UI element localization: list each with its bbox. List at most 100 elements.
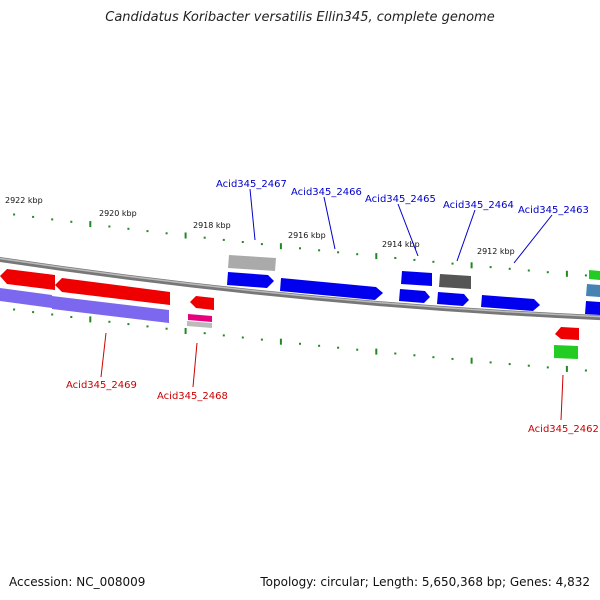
genome-summary-text: Topology: circular; Length: 5,650,368 bp… [260,575,590,589]
inner-ring-tick [70,316,73,318]
scale-label-2916: 2916 kbp [288,231,326,240]
gene-feature-pink-1[interactable] [188,314,212,322]
inner-ring-tick [546,366,549,369]
forward-strand-genes [227,255,600,315]
inner-ring-tick [489,361,492,364]
callout-2467 [249,188,256,241]
outer-ring-tick [89,221,92,228]
gene-label-2462[interactable]: Acid345_2462 [528,424,599,435]
outer-ring-tick [337,251,340,254]
gene-feature-red-4[interactable] [555,327,579,340]
outer-ring-tick [432,260,435,263]
inner-ring-tick [470,357,473,364]
gene-label-2467[interactable]: Acid345_2467 [216,179,287,190]
outer-ring-tick [546,271,549,274]
outer-ring-tick [222,238,225,241]
gene-label-2464[interactable]: Acid345_2464 [443,200,514,211]
label-callouts [100,188,564,421]
outer-ring-tick [375,253,378,260]
gene-feature-blue-1[interactable] [227,272,274,288]
gene-label-2469[interactable]: Acid345_2469 [66,380,137,391]
gene-feature-purple-2[interactable] [52,296,169,323]
outer-ring-tick [356,253,359,256]
outer-ring-tick [108,225,111,228]
inner-ring-tick [394,352,397,355]
map-title: Candidatus Koribacter versatilis Ellin34… [105,10,495,25]
inner-ring-tick [13,308,16,311]
outer-ring-tick [394,257,397,259]
inner-ring-tick [318,344,321,347]
outer-ring-tick [279,243,282,250]
gene-feature-blue-5[interactable] [437,292,469,306]
scale-label-2914: 2914 kbp [382,240,420,249]
outer-ring-tick [241,241,244,243]
gene-label-2468[interactable]: Acid345_2468 [157,391,228,402]
outer-ring-tick [413,258,416,261]
callout-2464 [456,209,476,262]
gene-feature-grey-2[interactable] [187,321,212,328]
outer-ring-tick [584,274,587,277]
inner-ring-tick [527,364,530,367]
outer-ring-tick [165,232,168,235]
gene-feature-red-2[interactable] [55,278,170,305]
gene-feature-blue-2[interactable] [280,278,383,300]
inner-ring-tick [375,348,378,355]
inner-ring-tick [260,338,263,341]
inner-ring-tick [337,346,340,349]
inner-ring-tick [241,336,244,339]
callout-2468 [192,342,198,388]
gene-feature-blue-4[interactable] [399,289,430,303]
callout-2462 [560,374,564,421]
gene-feature-red-3[interactable] [190,296,214,310]
outer-ring-tick [451,262,454,265]
outer-ring-tick [470,262,473,269]
gene-label-2465[interactable]: Acid345_2465 [365,194,436,205]
inner-ring-tick [127,323,130,326]
outer-ring-tick [127,227,130,230]
inner-ring-tick [413,354,416,357]
gene-label-2466[interactable]: Acid345_2466 [291,187,362,198]
inner-ring-tick [203,332,206,335]
gene-feature-red-1[interactable] [0,269,55,290]
scale-label-2922: 2922 kbp [5,196,43,205]
gene-feature-purple-1[interactable] [0,288,52,308]
inner-ring-tick [51,313,54,316]
outer-ring-tick [13,213,16,216]
gene-feature-steel-1[interactable] [586,284,600,297]
gene-feature-blue-7[interactable] [585,301,600,315]
inner-ring-tick [165,327,168,330]
inner-ring-tick [32,311,35,314]
reverse-strand-genes [0,269,579,359]
inner-ring-tick [89,316,92,323]
gene-feature-blue-6[interactable] [481,295,540,311]
outer-ring-tick [318,249,321,252]
callout-2469 [100,332,107,378]
inner-ring-tick [146,325,149,328]
genome-backbone [0,256,600,321]
outer-ring-tick [184,232,187,239]
gene-feature-grey-1[interactable] [228,255,276,271]
scale-label-2912: 2912 kbp [477,247,515,256]
outer-ring-tick [32,215,35,218]
inner-ring-tick [356,348,359,351]
gene-feature-green-1[interactable] [554,345,578,359]
inner-ring-tick [584,369,587,372]
inner-tick-ring [13,308,587,372]
scale-label-2920: 2920 kbp [99,209,137,218]
outer-ring-tick [489,266,492,269]
gene-label-2463[interactable]: Acid345_2463 [518,205,589,216]
gene-feature-dark-1[interactable] [439,274,471,289]
gene-feature-blue-3[interactable] [401,271,432,286]
outer-tick-ring [13,213,587,277]
inner-ring-tick [108,320,111,323]
outer-ring-tick [299,247,301,250]
outer-ring-tick [146,230,149,233]
genome-backbone-highlight [0,257,600,318]
inner-ring-tick [508,363,511,366]
inner-ring-tick [279,338,282,345]
outer-ring-tick [508,267,511,270]
callout-2466 [323,196,336,250]
gene-feature-green-top[interactable] [589,270,600,280]
outer-ring-tick [70,220,73,223]
